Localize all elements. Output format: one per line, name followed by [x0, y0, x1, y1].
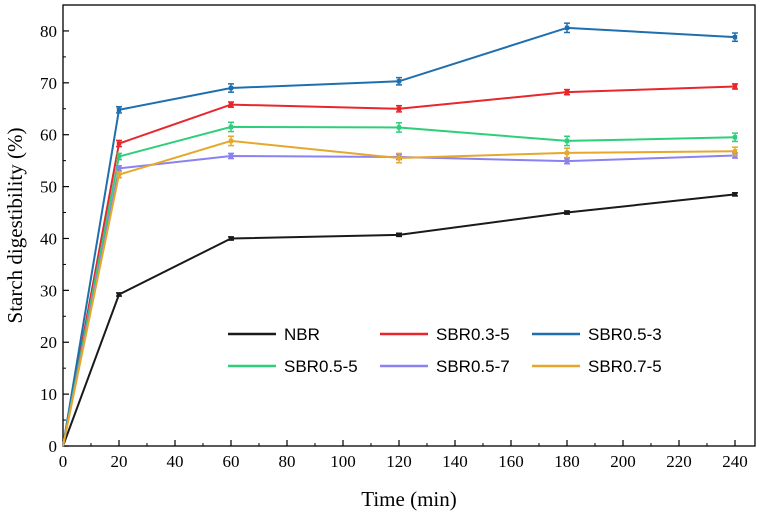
data-point [228, 153, 234, 159]
data-point [396, 79, 402, 84]
series-sbr0-5-7 [62, 152, 738, 447]
y-tick-label: 60 [40, 126, 57, 145]
y-tick-label: 50 [40, 178, 57, 197]
data-point [396, 125, 402, 130]
data-point [732, 192, 738, 197]
legend-label: SBR0.5-5 [284, 357, 358, 376]
data-point [116, 154, 122, 159]
data-point [732, 84, 738, 89]
x-tick-label: 0 [59, 452, 68, 471]
legend-item: SBR0.5-7 [380, 357, 510, 376]
data-point [564, 210, 570, 215]
x-tick-label: 200 [610, 452, 636, 471]
data-point [396, 106, 402, 111]
x-axis-title: Time (min) [361, 487, 456, 511]
data-point [116, 141, 122, 146]
y-tick-label: 30 [40, 281, 57, 300]
series-line [62, 125, 736, 447]
plot-frame [62, 4, 756, 447]
data-point [396, 155, 402, 161]
data-point [228, 124, 234, 130]
data-point [396, 232, 402, 238]
data-point [228, 102, 234, 107]
legend-item: SBR0.7-5 [532, 357, 662, 376]
legend-label: SBR0.7-5 [588, 357, 662, 376]
series-line [62, 85, 736, 447]
x-tick-label: 100 [330, 452, 356, 471]
data-point [564, 150, 570, 156]
x-axis-ticks: 0 20 40 60 80 100 120 140 160 180 200 220 240 [59, 440, 748, 471]
x-tick-label: 240 [722, 452, 748, 471]
legend: NBR SBR0.3-5 SBR0.5-3 SBR0.5-5 SBR0.5-7 SBR0.… [228, 325, 662, 376]
y-axis-title: Starch digestibility (%) [3, 128, 27, 324]
x-tick-label: 40 [167, 452, 184, 471]
data-point [564, 138, 570, 144]
x-tick-label: 20 [111, 452, 128, 471]
legend-item: NBR [228, 325, 320, 344]
plot-border [62, 4, 756, 447]
data-point [116, 172, 122, 177]
y-tick-label: 10 [40, 385, 57, 404]
data-point [564, 25, 570, 31]
y-tick-label: 80 [40, 22, 57, 41]
x-tick-label: 180 [554, 452, 580, 471]
data-point [564, 89, 570, 95]
y-tick-label: 0 [49, 437, 58, 456]
y-tick-label: 40 [40, 229, 57, 248]
x-tick-label: 140 [442, 452, 468, 471]
series-line [62, 154, 736, 447]
data-point [732, 149, 738, 154]
series-sbr0-3-5 [62, 83, 738, 447]
data-point [116, 107, 122, 113]
legend-label: NBR [284, 325, 320, 344]
legend-label: SBR0.3-5 [436, 325, 510, 344]
legend-label: SBR0.5-3 [588, 325, 662, 344]
series-layer [62, 22, 738, 447]
x-tick-label: 120 [386, 452, 412, 471]
series-sbr0-5-5 [62, 121, 738, 447]
legend-item: SBR0.5-3 [532, 325, 662, 344]
legend-item: SBR0.5-5 [228, 357, 358, 376]
y-axis-ticks: 0 10 20 30 40 50 60 70 80 [40, 22, 69, 456]
legend-label: SBR0.5-7 [436, 357, 510, 376]
data-point [228, 85, 234, 91]
data-point [116, 166, 122, 171]
data-point [732, 34, 738, 40]
y-tick-label: 20 [40, 333, 57, 352]
y-tick-label: 70 [40, 74, 57, 93]
x-tick-label: 220 [666, 452, 692, 471]
series-sbr0-7-5 [62, 135, 738, 447]
series-line [62, 26, 736, 447]
series-sbr0-5-3 [62, 22, 738, 447]
x-tick-label: 60 [223, 452, 240, 471]
data-point [228, 138, 234, 144]
series-nbr [62, 192, 738, 447]
x-tick-label: 80 [279, 452, 296, 471]
series-line [62, 139, 736, 447]
x-tick-label: 160 [498, 452, 524, 471]
data-point [732, 135, 738, 140]
data-point [564, 158, 570, 164]
legend-item: SBR0.3-5 [380, 325, 510, 344]
series-line [62, 193, 736, 447]
data-point [228, 236, 234, 241]
data-point [116, 292, 122, 297]
